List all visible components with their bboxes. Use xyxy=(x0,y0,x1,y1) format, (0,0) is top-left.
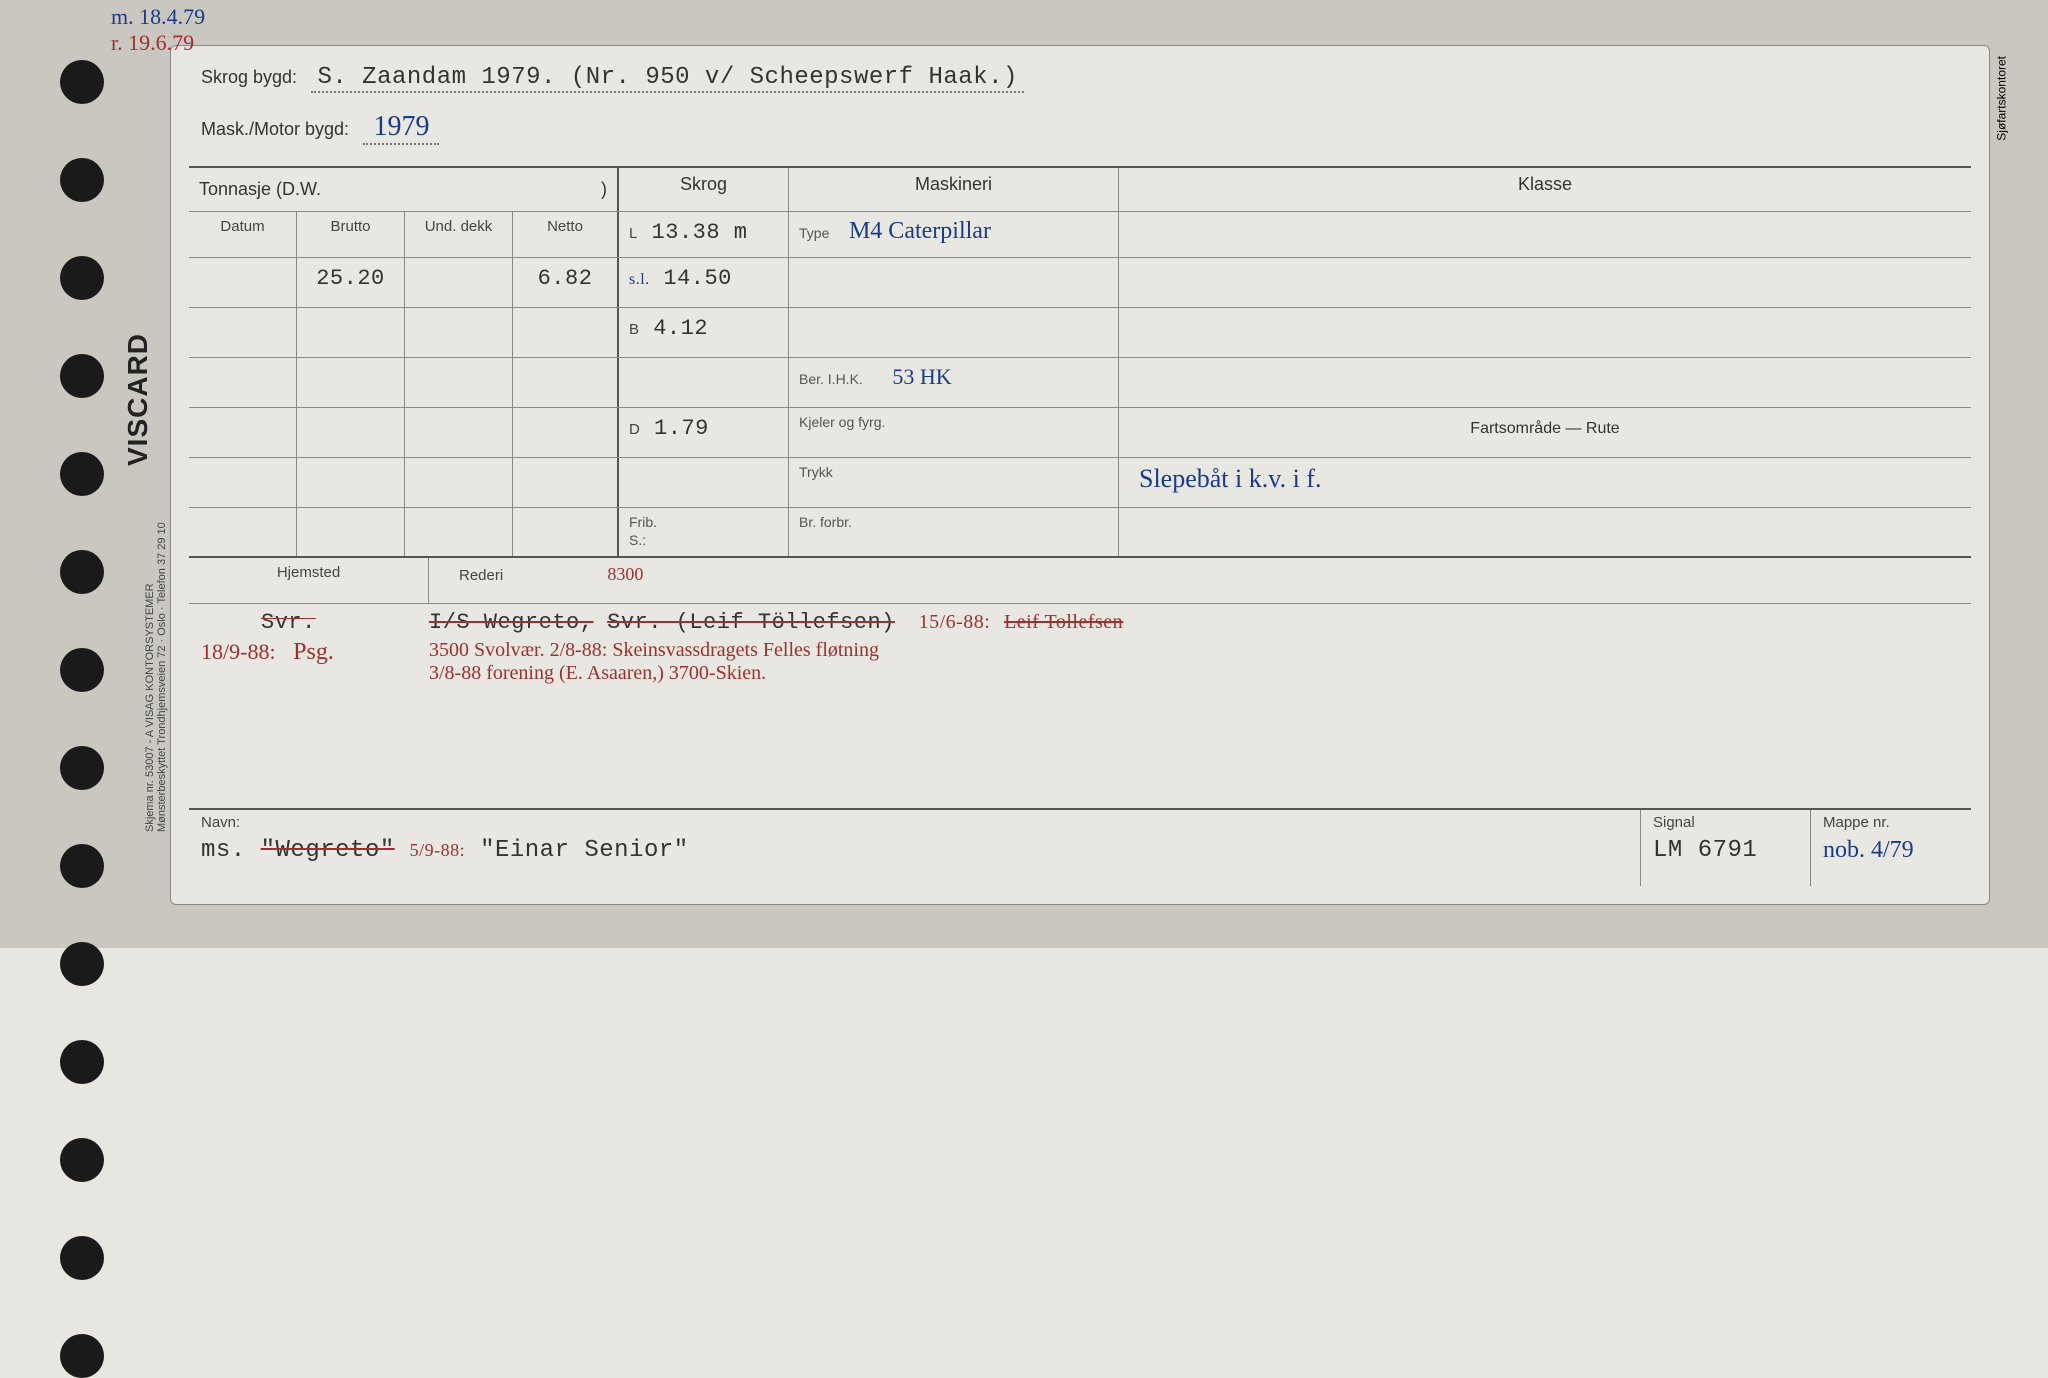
breadth-label: B xyxy=(629,321,640,338)
s-label: S.: xyxy=(629,532,646,548)
navn-label: Navn: xyxy=(201,814,1628,831)
rederi-1-rest: Svr. (Leif Töllefsen) xyxy=(607,610,895,635)
sl-value: 14.50 xyxy=(663,266,732,291)
ownership-notes: Svr. I/S Wegreto, Svr. (Leif Töllefsen) … xyxy=(189,604,1971,754)
length-label: L xyxy=(629,225,638,242)
navn-prefix: ms. xyxy=(201,837,246,864)
brand-logo: VISCARD xyxy=(122,333,154,466)
ber-ihk-label: Ber. I.H.K. xyxy=(799,371,863,387)
tonnasje-close: ) xyxy=(601,179,607,200)
ber-ihk-value: 53 HK xyxy=(892,364,951,389)
record-card: Sjøfartskontoret m. 18.4.79 r. 19.6.79 S… xyxy=(170,45,1990,905)
office-label: Sjøfartskontoret xyxy=(1995,56,2009,141)
rute-value: Slepebåt i k.v. i f. xyxy=(1119,458,1971,507)
rederi-label: Rederi 8300 xyxy=(429,558,1971,603)
und-dekk-label: Und. dekk xyxy=(405,212,513,257)
hjemsted-2-date: 18/9-88: xyxy=(201,639,276,664)
netto-label: Netto xyxy=(513,212,619,257)
motor-bygd-row: Mask./Motor bygd: 1979 xyxy=(201,111,1959,145)
rederi-2-line1: 3500 Svolvær. 2/8-88: Skeinsvassdragets … xyxy=(429,639,879,662)
navn-change-date: 5/9-88: xyxy=(410,840,466,860)
brutto-label: Brutto xyxy=(297,212,405,257)
sl-label: s.l. xyxy=(629,271,650,288)
signal-value: LM 6791 xyxy=(1653,837,1798,864)
mappe-value: nob. 4/79 xyxy=(1823,837,1959,864)
frib-label: Frib. xyxy=(629,514,657,530)
motor-bygd-value: 1979 xyxy=(363,111,439,145)
maskineri-col-label: Maskineri xyxy=(789,168,1119,211)
motor-bygd-label: Mask./Motor bygd: xyxy=(201,119,349,139)
skrog-bygd-row: Skrog bygd: S. Zaandam 1979. (Nr. 950 v/… xyxy=(201,64,1959,93)
signal-label: Signal xyxy=(1653,814,1798,831)
breadth-value: 4.12 xyxy=(653,316,708,341)
navn-new: "Einar Senior" xyxy=(480,837,689,864)
rederi-2-line2: 3/8-88 forening (E. Asaaren,) 3700-Skien… xyxy=(429,662,879,685)
navn-old: "Wegreto" xyxy=(261,837,395,864)
br-forbr-label: Br. forbr. xyxy=(799,514,852,530)
rederi-code: 8300 xyxy=(607,564,643,584)
netto-value: 6.82 xyxy=(513,258,619,307)
main-table: Tonnasje (D.W. ) Skrog Maskineri Klasse … xyxy=(189,166,1971,754)
klasse-col-label: Klasse xyxy=(1119,168,1971,211)
depth-label: D xyxy=(629,421,640,438)
note-1-date: 15/6-88: xyxy=(919,611,991,633)
skrog-bygd-value: S. Zaandam 1979. (Nr. 950 v/ Scheepswerf… xyxy=(311,64,1023,93)
binder-holes xyxy=(60,60,104,1378)
hjemsted-2: Psg. xyxy=(293,639,334,665)
length-value: 13.38 m xyxy=(652,220,748,245)
name-row: Navn: ms. "Wegreto" 5/9-88: "Einar Senio… xyxy=(189,808,1971,886)
hjemsted-label: Hjemsted xyxy=(189,558,429,603)
mappe-label: Mappe nr. xyxy=(1823,814,1959,831)
skrog-col-label: Skrog xyxy=(619,168,789,211)
type-value: M4 Caterpillar xyxy=(849,218,991,244)
top-date-notes: m. 18.4.79 r. 19.6.79 xyxy=(111,4,205,56)
datum-label: Datum xyxy=(189,212,297,257)
brutto-value: 25.20 xyxy=(297,258,405,307)
trykk-label: Trykk xyxy=(799,464,833,480)
hjemsted-1: Svr. xyxy=(201,610,429,635)
kjeler-label: Kjeler og fyrg. xyxy=(799,414,885,430)
side-form-number: Skjema nr. 53007 - A VISAG KONTORSYSTEME… xyxy=(144,522,168,832)
fartsomrade-label: Fartsområde — Rute xyxy=(1119,408,1971,457)
tonnasje-label: Tonnasje (D.W. xyxy=(199,179,321,200)
type-label: Type xyxy=(799,225,829,241)
note-1-text: Leif Tollefsen xyxy=(1004,611,1123,633)
rederi-1-name: I/S Wegreto, xyxy=(429,610,593,635)
skrog-bygd-label: Skrog bygd: xyxy=(201,67,297,87)
depth-value: 1.79 xyxy=(654,416,709,441)
